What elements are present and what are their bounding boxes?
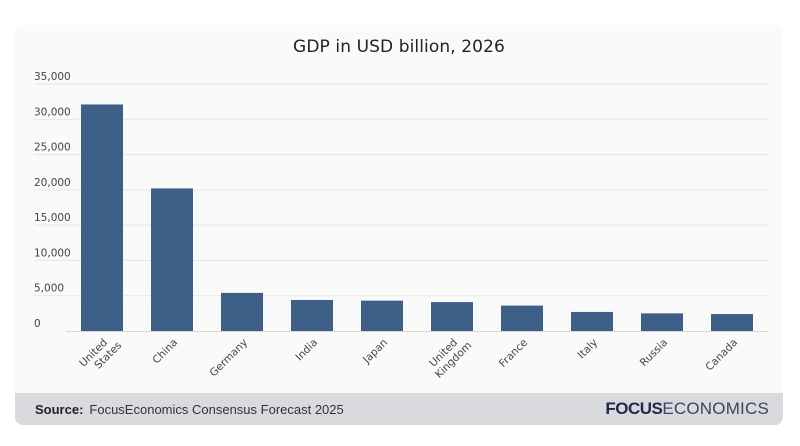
y-tick-label: 35,000 bbox=[34, 71, 71, 83]
footer-bar: Source: FocusEconomics Consensus Forecast… bbox=[15, 393, 783, 425]
bar-china bbox=[151, 188, 193, 331]
bar-united-states bbox=[81, 104, 123, 331]
bar-canada bbox=[711, 314, 753, 331]
source-note: Source: FocusEconomics Consensus Forecast… bbox=[35, 402, 344, 417]
focuseconomics-logo: FOCUSECONOMICS bbox=[605, 399, 769, 419]
x-tick-label: UnitedKingdom bbox=[424, 331, 474, 381]
y-tick-label: 10,000 bbox=[34, 247, 71, 259]
y-tick-label: 25,000 bbox=[34, 142, 71, 154]
x-tick-label: France bbox=[497, 337, 530, 370]
x-tick-label-line: Canada bbox=[703, 337, 740, 374]
bar-italy bbox=[571, 311, 613, 331]
bar-germany bbox=[221, 292, 263, 331]
x-tick-label: Canada bbox=[703, 337, 740, 374]
logo-bold: FOCUS bbox=[605, 399, 663, 418]
x-tick-label-line: Italy bbox=[576, 337, 601, 362]
y-tick-label: 15,000 bbox=[34, 212, 71, 224]
source-text: FocusEconomics Consensus Forecast 2025 bbox=[89, 401, 344, 417]
bar-chart: 0 5,000 10,000 15,000 20,000 25,000 30,000 35,0… bbox=[34, 71, 768, 381]
logo-light: ECONOMICS bbox=[662, 399, 769, 418]
x-tick-label: Italy bbox=[576, 337, 601, 362]
y-tick-label: 30,000 bbox=[34, 106, 71, 118]
bar-france bbox=[501, 305, 543, 331]
x-tick-label: China bbox=[150, 337, 180, 367]
y-tick-label: 0 bbox=[34, 318, 41, 330]
x-tick-label: Russia bbox=[638, 337, 670, 369]
y-tick-label: 20,000 bbox=[34, 177, 71, 189]
x-tick-label-line: Germany bbox=[208, 337, 251, 380]
x-tick-label-line: France bbox=[497, 337, 530, 370]
source-label: Source: bbox=[35, 401, 84, 417]
x-tick-label: UnitedStates bbox=[77, 331, 124, 378]
x-tick-label: Germany bbox=[208, 337, 251, 380]
bar-russia bbox=[641, 313, 683, 331]
x-tick-label-line: Japan bbox=[360, 337, 390, 367]
x-tick-label: India bbox=[293, 337, 320, 364]
x-tick-label-line: China bbox=[150, 337, 180, 367]
bar-india bbox=[291, 299, 333, 331]
x-tick-label-line: India bbox=[293, 337, 320, 364]
chart-title: GDP in USD billion, 2026 bbox=[293, 37, 505, 57]
x-tick-label-line: Russia bbox=[638, 337, 670, 369]
x-tick-label: Japan bbox=[360, 337, 390, 367]
chart-card: GDP in USD billion, 2026 0 5,000 10,000 15,… bbox=[15, 25, 783, 425]
bar-united-kingdom bbox=[431, 302, 473, 331]
y-tick-label: 5,000 bbox=[34, 283, 64, 295]
bar-japan bbox=[361, 300, 403, 331]
